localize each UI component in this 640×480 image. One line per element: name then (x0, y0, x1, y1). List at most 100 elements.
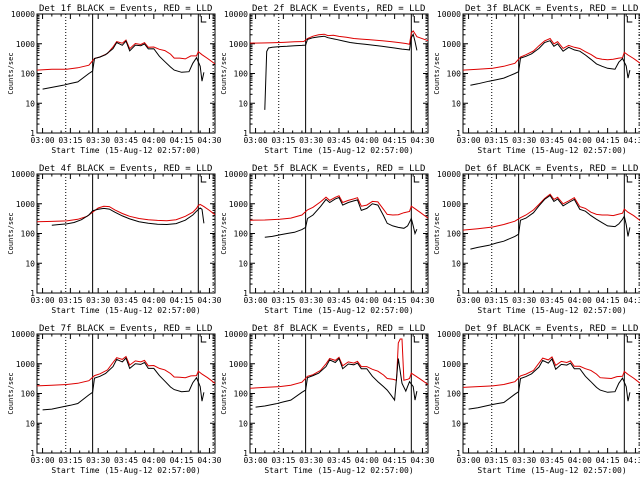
x-tick-label: 04:15 (596, 136, 620, 145)
y-tick-label: 10000 (224, 330, 248, 339)
y-axis-title: Counts/sec (220, 372, 228, 414)
plot-frame (462, 173, 640, 294)
x-tick-label: 04:15 (383, 136, 407, 145)
x-tick-label: 03:30 (512, 136, 536, 145)
x-axis-title: Start Time (15-Aug-12 02:57:00) (264, 306, 413, 315)
y-tick-label: 10 (25, 419, 35, 428)
x-tick-label: 03:30 (86, 136, 110, 145)
plot-frame (462, 333, 640, 454)
y-tick-label: 10 (451, 99, 461, 108)
y-axis-title: Counts/sec (433, 212, 441, 254)
x-tick-label: 04:00 (142, 136, 166, 145)
marker-bracket (626, 176, 633, 183)
panel-title: Det 6f BLACK = Events, RED = LLD (465, 164, 638, 174)
x-axis-title: Start Time (15-Aug-12 02:57:00) (477, 466, 626, 475)
x-tick-label: 04:15 (170, 456, 194, 465)
y-tick-label: 1 (456, 289, 461, 298)
panel-det-5: Det 5f BLACK = Events, RED = LLD 1 10 100 10… (220, 164, 435, 315)
x-tick-label: 04:00 (142, 296, 166, 305)
x-tick-label: 04:00 (355, 296, 379, 305)
y-axis-title: Counts/sec (220, 212, 228, 254)
x-tick-label: 04:30 (197, 136, 221, 145)
x-axis-title: Start Time (15-Aug-12 02:57:00) (51, 306, 200, 315)
panel-det-3: Det 3f BLACK = Events, RED = LLD 1 10 100 10… (433, 4, 640, 155)
y-tick-label: 1000 (229, 40, 248, 49)
y-tick-label: 1000 (442, 360, 461, 369)
plot-frame (249, 13, 429, 134)
marker-bracket (413, 176, 420, 183)
panel-title: Det 7f BLACK = Events, RED = LLD (39, 324, 212, 334)
y-tick-label: 1 (243, 129, 248, 138)
x-axis-title: Start Time (15-Aug-12 02:57:00) (477, 146, 626, 155)
x-tick-label: 03:30 (299, 456, 323, 465)
y-tick-label: 10 (451, 419, 461, 428)
y-tick-label: 10000 (437, 10, 461, 19)
x-tick-label: 04:15 (170, 296, 194, 305)
y-axis-title: Counts/sec (7, 212, 15, 254)
x-tick-label: 03:15 (271, 456, 295, 465)
x-tick-label: 03:00 (31, 296, 55, 305)
x-tick-label: 03:45 (540, 136, 564, 145)
x-tick-label: 03:30 (299, 136, 323, 145)
x-tick-label: 03:15 (58, 296, 82, 305)
x-tick-label: 04:30 (410, 296, 434, 305)
x-tick-label: 04:15 (596, 456, 620, 465)
panel-det-2: Det 2f BLACK = Events, RED = LLD 1 10 100 10… (220, 4, 435, 155)
y-tick-label: 10000 (224, 10, 248, 19)
y-tick-label: 10 (25, 99, 35, 108)
y-tick-label: 100 (21, 390, 36, 399)
y-tick-label: 10000 (11, 170, 35, 179)
x-tick-label: 03:30 (512, 296, 536, 305)
marker-bracket (626, 16, 633, 23)
y-tick-label: 10000 (224, 170, 248, 179)
panel-det-4: Det 4f BLACK = Events, RED = LLD 1 10 100 10… (7, 164, 222, 315)
x-tick-label: 03:30 (512, 456, 536, 465)
y-tick-label: 100 (447, 230, 462, 239)
plot-frame (249, 333, 429, 454)
panel-det-9: Det 9f BLACK = Events, RED = LLD 1 10 100 10… (433, 324, 640, 475)
y-tick-label: 1000 (229, 360, 248, 369)
y-axis-title: Counts/sec (433, 52, 441, 94)
marker-bracket (413, 336, 420, 343)
plot-frame (36, 173, 216, 294)
series-lld (249, 338, 429, 389)
plot-frame (249, 173, 429, 294)
panel-title: Det 8f BLACK = Events, RED = LLD (252, 324, 425, 334)
x-tick-label: 03:30 (86, 296, 110, 305)
x-tick-label: 03:15 (58, 456, 82, 465)
x-tick-label: 04:30 (410, 136, 434, 145)
x-tick-label: 03:00 (457, 296, 481, 305)
series-events (470, 194, 631, 250)
x-tick-label: 04:00 (142, 456, 166, 465)
y-tick-label: 1000 (16, 200, 35, 209)
y-tick-label: 100 (447, 70, 462, 79)
marker-bracket (200, 176, 207, 183)
y-tick-label: 1000 (16, 40, 35, 49)
y-tick-label: 100 (21, 70, 36, 79)
x-tick-label: 03:00 (244, 136, 268, 145)
x-tick-label: 03:15 (484, 456, 508, 465)
x-tick-label: 04:15 (596, 296, 620, 305)
y-tick-label: 10000 (11, 330, 35, 339)
x-tick-label: 03:45 (114, 296, 138, 305)
marker-bracket (626, 336, 633, 343)
x-tick-label: 04:30 (197, 296, 221, 305)
y-tick-label: 1 (30, 129, 35, 138)
x-tick-label: 03:00 (31, 456, 55, 465)
y-tick-label: 1 (456, 129, 461, 138)
x-tick-label: 04:30 (623, 456, 640, 465)
panel-title: Det 4f BLACK = Events, RED = LLD (39, 164, 212, 174)
x-tick-label: 04:15 (170, 136, 194, 145)
y-tick-label: 1 (243, 449, 248, 458)
series-lld (462, 193, 640, 231)
x-tick-label: 03:30 (299, 296, 323, 305)
x-tick-label: 04:00 (355, 456, 379, 465)
y-tick-label: 1 (30, 449, 35, 458)
y-tick-label: 100 (234, 230, 249, 239)
x-tick-label: 04:00 (568, 296, 592, 305)
series-lld (36, 355, 216, 387)
y-tick-label: 10 (25, 259, 35, 268)
x-tick-label: 04:30 (197, 456, 221, 465)
series-lld (36, 39, 216, 71)
y-axis-title: Counts/sec (7, 52, 15, 94)
